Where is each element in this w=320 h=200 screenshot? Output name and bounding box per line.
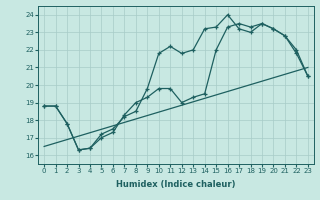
X-axis label: Humidex (Indice chaleur): Humidex (Indice chaleur) — [116, 180, 236, 189]
